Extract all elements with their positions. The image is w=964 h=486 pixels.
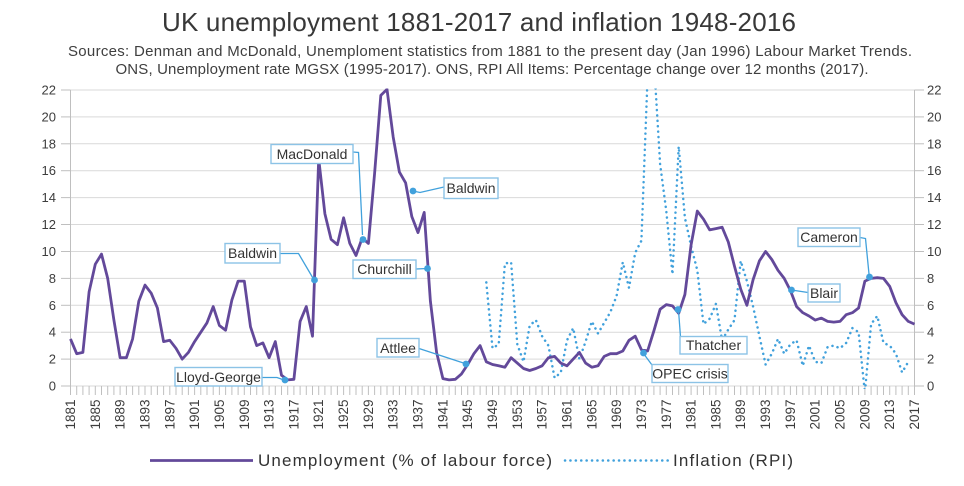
- svg-text:2009: 2009: [857, 400, 872, 430]
- svg-text:1897: 1897: [162, 400, 177, 430]
- svg-text:6: 6: [927, 298, 934, 313]
- svg-text:Blair: Blair: [810, 285, 838, 301]
- svg-text:Lloyd-George: Lloyd-George: [176, 369, 261, 385]
- svg-text:1985: 1985: [708, 400, 723, 430]
- svg-text:1961: 1961: [560, 400, 575, 430]
- svg-text:12: 12: [42, 217, 56, 232]
- svg-text:1921: 1921: [311, 400, 326, 430]
- svg-text:1901: 1901: [187, 400, 202, 430]
- svg-text:1909: 1909: [237, 400, 252, 430]
- svg-text:1925: 1925: [336, 400, 351, 430]
- svg-text:Attlee: Attlee: [380, 340, 416, 356]
- svg-text:0: 0: [927, 379, 934, 394]
- svg-text:Sources: Denman and McDonald,: Sources: Denman and McDonald, Unemplomen…: [68, 43, 912, 60]
- svg-text:OPEC crisis: OPEC crisis: [652, 366, 727, 382]
- svg-text:ONS, Unemployment rate MGSX (1: ONS, Unemployment rate MGSX (1995-2017).…: [116, 61, 869, 78]
- svg-text:22: 22: [927, 83, 941, 98]
- svg-text:Inflation (RPI): Inflation (RPI): [673, 451, 793, 470]
- svg-text:Churchill: Churchill: [357, 261, 411, 277]
- svg-text:6: 6: [49, 298, 56, 313]
- svg-text:1941: 1941: [435, 400, 450, 430]
- svg-text:1957: 1957: [535, 400, 550, 430]
- svg-text:4: 4: [927, 325, 934, 340]
- svg-text:10: 10: [927, 244, 941, 259]
- svg-text:1905: 1905: [212, 400, 227, 430]
- svg-text:14: 14: [927, 190, 941, 205]
- svg-text:1917: 1917: [286, 400, 301, 430]
- svg-text:14: 14: [42, 190, 56, 205]
- svg-text:8: 8: [49, 271, 56, 286]
- svg-text:2005: 2005: [833, 400, 848, 430]
- svg-text:1989: 1989: [733, 400, 748, 430]
- svg-text:1969: 1969: [609, 400, 624, 430]
- svg-text:10: 10: [42, 244, 56, 259]
- svg-text:1937: 1937: [411, 400, 426, 430]
- svg-text:1929: 1929: [361, 400, 376, 430]
- svg-text:1889: 1889: [113, 400, 128, 430]
- svg-text:20: 20: [42, 109, 56, 124]
- svg-text:8: 8: [927, 271, 934, 286]
- svg-text:MacDonald: MacDonald: [277, 146, 348, 162]
- svg-text:1893: 1893: [138, 400, 153, 430]
- svg-text:12: 12: [927, 217, 941, 232]
- svg-text:18: 18: [927, 136, 941, 151]
- svg-text:1981: 1981: [684, 400, 699, 430]
- svg-text:1973: 1973: [634, 400, 649, 430]
- svg-text:2001: 2001: [808, 400, 823, 430]
- svg-text:2: 2: [49, 352, 56, 367]
- svg-text:1965: 1965: [584, 400, 599, 430]
- svg-text:1953: 1953: [510, 400, 525, 430]
- svg-text:20: 20: [927, 109, 941, 124]
- svg-text:16: 16: [927, 163, 941, 178]
- svg-text:1997: 1997: [783, 400, 798, 430]
- svg-text:Thatcher: Thatcher: [686, 337, 742, 353]
- svg-text:Cameron: Cameron: [800, 229, 858, 245]
- svg-text:1993: 1993: [758, 400, 773, 430]
- svg-text:Unemployment (% of labour forc: Unemployment (% of labour force): [258, 451, 552, 470]
- svg-text:Baldwin: Baldwin: [446, 180, 495, 196]
- svg-text:1885: 1885: [88, 400, 103, 430]
- svg-text:18: 18: [42, 136, 56, 151]
- svg-text:1913: 1913: [262, 400, 277, 430]
- svg-text:1933: 1933: [386, 400, 401, 430]
- svg-text:1977: 1977: [659, 400, 674, 430]
- svg-text:1945: 1945: [460, 400, 475, 430]
- svg-text:1881: 1881: [63, 400, 78, 430]
- svg-text:UK unemployment 1881-2017 and: UK unemployment 1881-2017 and inflation …: [162, 7, 796, 37]
- svg-text:0: 0: [49, 379, 56, 394]
- svg-text:4: 4: [49, 325, 56, 340]
- svg-text:1949: 1949: [485, 400, 500, 430]
- svg-text:Baldwin: Baldwin: [228, 245, 277, 261]
- svg-text:22: 22: [42, 83, 56, 98]
- svg-text:2017: 2017: [907, 400, 922, 430]
- svg-text:2: 2: [927, 352, 934, 367]
- svg-text:16: 16: [42, 163, 56, 178]
- svg-text:2013: 2013: [882, 400, 897, 430]
